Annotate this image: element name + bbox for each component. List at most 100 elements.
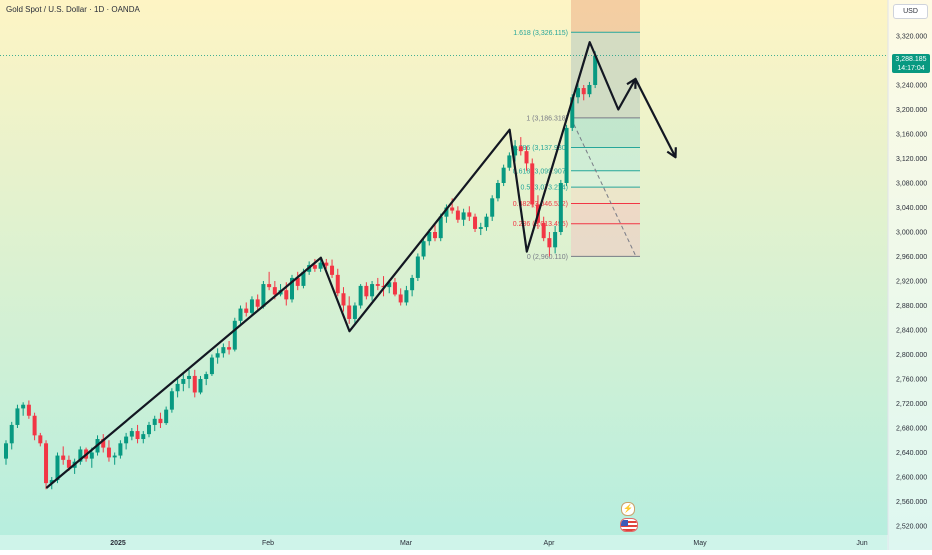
candle-body — [66, 459, 71, 468]
us-flag-icon[interactable] — [620, 518, 638, 532]
fib-level-label: 0 (2,960.110) — [527, 254, 568, 261]
candle-body — [112, 455, 117, 458]
time-axis[interactable]: 2025 Feb Mar Apr May Jun — [110, 540, 868, 547]
candle-body — [318, 262, 323, 269]
candle-body — [518, 146, 523, 152]
candle-body — [473, 216, 478, 229]
fib-level-label: 0.236 (3,013.495) — [513, 221, 568, 228]
candle-body — [290, 277, 294, 300]
candle-body — [375, 284, 380, 286]
candle-body — [324, 262, 329, 266]
zigzag-line — [45, 41, 677, 489]
y-tick-label: 2,680.000 — [896, 426, 927, 433]
y-tick-label: 2,560.000 — [896, 499, 927, 506]
y-tick-label: 2,640.000 — [896, 450, 927, 457]
candle-body — [267, 284, 272, 288]
candle-body — [450, 207, 455, 211]
candle-body — [175, 383, 180, 392]
candle-body — [61, 455, 66, 460]
candle-body — [152, 418, 157, 425]
candle-body — [89, 452, 94, 459]
candle-body — [541, 222, 546, 239]
candle-body — [187, 375, 192, 379]
x-tick-label: Jun — [856, 540, 867, 547]
price-axis[interactable]: 3,320.0003,280.0003,240.0003,200.0003,16… — [896, 34, 927, 531]
candle-body — [198, 379, 203, 393]
candle-body — [398, 294, 403, 303]
candle-body — [215, 353, 220, 358]
candle-body — [9, 424, 14, 444]
candle-body — [381, 285, 386, 288]
candle-body — [4, 443, 8, 459]
y-tick-label: 3,120.000 — [896, 156, 927, 163]
y-tick-label: 3,320.000 — [896, 34, 927, 41]
fib-zone — [571, 147, 640, 171]
candle-body — [558, 183, 563, 232]
last-price-value: 3,288.185 — [895, 56, 927, 63]
candle-body — [455, 210, 460, 220]
y-tick-label: 3,080.000 — [896, 181, 927, 188]
candle-body — [44, 443, 49, 484]
candle-body — [192, 375, 197, 393]
candle-body — [295, 277, 300, 286]
candle-body — [547, 238, 552, 248]
fib-level-label: 1.618 (3,326.115) — [513, 30, 568, 37]
candle-body — [38, 435, 43, 444]
y-tick-label: 2,520.000 — [896, 524, 927, 531]
candle-body — [312, 265, 317, 269]
y-tick-label: 3,240.000 — [896, 83, 927, 90]
fib-level-label: 1 (3,186.318) — [526, 115, 568, 122]
candle-body — [427, 232, 432, 242]
candle-body — [410, 277, 415, 291]
candle-body — [553, 232, 558, 248]
fib-level-label: 0.786 (3,137.930) — [513, 145, 568, 152]
y-tick-label: 2,960.000 — [896, 254, 927, 261]
candle-body — [49, 480, 54, 484]
candle-body — [530, 163, 535, 205]
candle-body — [507, 155, 512, 168]
candle-body — [238, 308, 243, 321]
y-tick-label: 3,040.000 — [896, 205, 927, 212]
fib-zone-top — [571, 0, 640, 33]
fib-zone — [571, 203, 640, 224]
y-tick-label: 3,000.000 — [896, 230, 927, 237]
currency-button[interactable]: USD — [893, 4, 928, 19]
x-tick-label: May — [693, 540, 707, 547]
candle-body — [209, 357, 214, 375]
candle-body — [387, 282, 392, 288]
candle-body — [204, 374, 209, 379]
y-tick-label: 2,760.000 — [896, 377, 927, 384]
candle-body — [227, 347, 232, 350]
candle-body — [490, 198, 495, 217]
candle-body — [147, 424, 151, 435]
fib-zone — [571, 117, 640, 148]
candle-body — [32, 415, 37, 436]
candle-body — [335, 274, 340, 294]
candle-body — [501, 167, 506, 183]
zigzag-arrowhead — [626, 77, 637, 89]
candle-body — [421, 241, 426, 257]
candle-body — [164, 409, 169, 424]
candle-body — [581, 88, 586, 95]
candle-body — [358, 285, 363, 306]
candle-body — [587, 85, 592, 95]
fib-trend-line — [570, 117, 637, 257]
candle-body — [415, 256, 420, 278]
chart-title: Gold Spot / U.S. Dollar · 1D · OANDA — [6, 5, 140, 14]
candle-body — [370, 284, 375, 297]
candle-body — [301, 271, 306, 286]
fib-level-label: 0.5 (3,073.214) — [521, 185, 568, 192]
lightning-icon[interactable]: ⚡ — [621, 502, 635, 516]
fib-level-label: 0.618 (3,099.907) — [513, 168, 568, 175]
fib-zone — [571, 170, 640, 188]
candle-body — [21, 404, 26, 409]
candle-body — [444, 207, 449, 217]
zigzag-projection[interactable] — [45, 41, 677, 489]
candle-body — [593, 55, 598, 85]
candle-body — [576, 88, 580, 98]
candle-body — [249, 299, 254, 313]
fib-zone — [571, 32, 640, 118]
